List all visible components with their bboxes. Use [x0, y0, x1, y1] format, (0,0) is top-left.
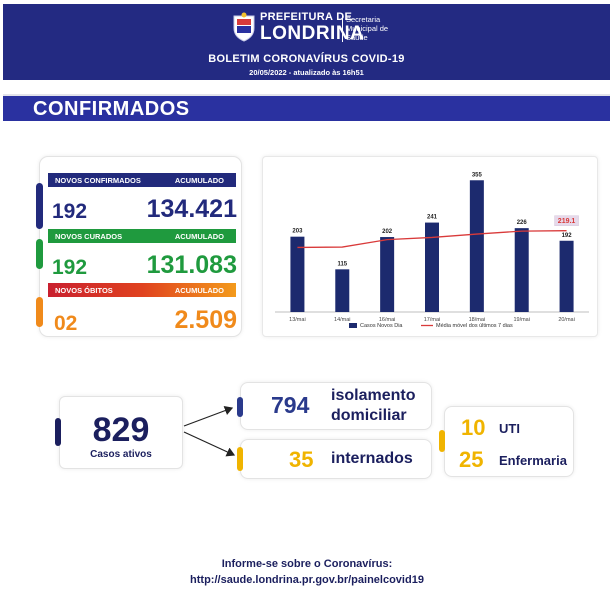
deaths-total-value: 2.509: [174, 306, 237, 334]
ward-value: 25: [459, 447, 484, 472]
x-tick-label: 17/mai: [424, 317, 441, 323]
logo-divider: [342, 14, 343, 42]
daily-cases-chart: 203 13/mai 115 14/mai 202 16/mai 241 17/mai 355 1…: [275, 172, 589, 329]
ward-label: Enfermaria: [499, 453, 567, 468]
city-crest-icon: [233, 12, 255, 42]
x-tick-label: 18/mai: [469, 317, 486, 323]
bar-value-label: 115: [337, 261, 347, 267]
confirmed-accent: [36, 183, 43, 229]
isolation-accent: [237, 397, 243, 417]
bar-18/mai: [469, 180, 484, 312]
confirmed-total-value: 134.421: [146, 195, 237, 223]
recovered-acc-label: ACUMULADO: [174, 232, 224, 241]
stats-card: NOVOS CONFIRMADOS ACUMULADO 192 134.421 …: [36, 156, 242, 337]
bar-14/mai: [335, 269, 350, 312]
bar-value-label: 226: [517, 220, 528, 226]
header-banner: PREFEITURA DE LONDRINA Secretaria Munici…: [3, 4, 610, 80]
deaths-acc-label: ACUMULADO: [174, 286, 224, 295]
bar-value-label: 203: [292, 229, 303, 235]
beds-accent: [439, 430, 445, 452]
logo-top-text: PREFEITURA DE: [260, 11, 353, 23]
hospitalized-value: 35: [289, 447, 314, 472]
isolation-card: 794 isolamento domiciliar: [240, 382, 432, 430]
confirmed-label-bar: NOVOS CONFIRMADOS ACUMULADO: [48, 173, 236, 187]
confirmed-label: NOVOS CONFIRMADOS: [55, 176, 141, 185]
logo-side-text: Secretaria Municipal de Saúde: [346, 15, 389, 42]
x-tick-label: 20/mai: [558, 317, 575, 323]
icu-value: 10: [461, 415, 486, 440]
bar-value-label: 241: [427, 215, 438, 221]
bar-17/mai: [425, 222, 439, 312]
deaths-new-value: 02: [54, 312, 78, 335]
active-cases-value: 829: [92, 411, 150, 449]
bar-value-label: 355: [472, 172, 483, 178]
deaths-accent: [36, 297, 43, 327]
section-title: CONFIRMADOS: [33, 98, 190, 120]
bar-value-label: 202: [382, 229, 393, 235]
moving-average-highlight-label: 219.1: [558, 218, 576, 225]
recovered-total-value: 131.083: [146, 251, 237, 279]
confirmed-acc-label: ACUMULADO: [174, 176, 224, 185]
legend-bar-label: Casos Novos Dia: [360, 323, 403, 329]
deaths-label-bar: NOVOS ÓBITOS ACUMULADO: [48, 283, 236, 297]
legend-line-label: Média móvel dos últimos 7 dias: [436, 323, 513, 329]
bar-19/mai: [514, 228, 529, 312]
footer-info-line: Informe-se sobre o Coronavírus:: [221, 558, 393, 570]
section-bar: CONFIRMADOS: [3, 94, 610, 121]
arrow-to-isolation: [183, 406, 234, 427]
deaths-label: NOVOS ÓBITOS: [55, 286, 113, 295]
bar-20/mai: [559, 240, 574, 312]
hospitalized-card: 35 internados: [240, 439, 432, 479]
x-tick-label: 19/mai: [513, 317, 530, 323]
confirmed-new-value: 192: [52, 200, 88, 223]
moving-average-line: [297, 230, 567, 249]
arrow-to-hospitalized: [183, 431, 236, 457]
footer-url-link[interactable]: http://saude.londrina.pr.gov.br/painelco…: [190, 574, 424, 586]
x-tick-label: 16/mai: [379, 317, 396, 323]
hospitalized-label: internados: [331, 450, 413, 467]
bulletin-title: BOLETIM CORONAVÍRUS COVID-19: [208, 53, 405, 65]
active-accent: [55, 418, 61, 446]
recovered-label: NOVOS CURADOS: [55, 232, 123, 241]
recovered-accent: [36, 239, 43, 269]
active-cases-label: Casos ativos: [90, 449, 152, 460]
recovered-new-value: 192: [52, 256, 88, 279]
bar-16/mai: [380, 237, 395, 312]
logo-main-text: LONDRINA: [260, 23, 365, 44]
logo: PREFEITURA DE LONDRINA Secretaria Munici…: [3, 10, 610, 46]
legend-bar-swatch: [349, 323, 357, 328]
chart-card: 203 13/mai 115 14/mai 202 16/mai 241 17/mai 355 1…: [262, 156, 598, 337]
x-tick-label: 13/mai: [289, 317, 306, 323]
bar-13/mai: [290, 236, 305, 312]
icu-label: UTI: [499, 421, 520, 436]
hospitalized-accent: [237, 447, 243, 471]
isolation-value: 794: [271, 392, 310, 418]
beds-card: 10 UTI 25 Enfermaria: [444, 406, 574, 477]
x-tick-label: 14/mai: [334, 317, 351, 323]
isolation-label: isolamento domiciliar: [331, 387, 416, 424]
moving-average-highlight-box: [554, 215, 579, 226]
bulletin-date: 20/05/2022 - atualizado às 16h51: [249, 68, 364, 77]
bar-value-label: 192: [562, 233, 573, 239]
active-cases-card: 829 Casos ativos: [59, 396, 183, 469]
recovered-label-bar: NOVOS CURADOS ACUMULADO: [48, 229, 236, 243]
